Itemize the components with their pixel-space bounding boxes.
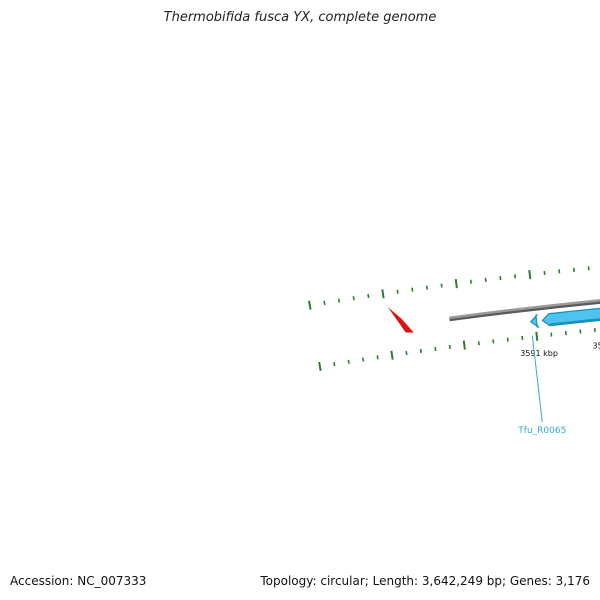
minor-tick	[323, 300, 326, 305]
gene-label[interactable]: Tfu_R0065	[517, 426, 566, 436]
outer-tick-ring	[308, 266, 590, 310]
backbone-line	[449, 299, 600, 320]
inner-tick-ring	[318, 327, 596, 372]
minor-tick	[367, 293, 370, 299]
major-tick	[462, 340, 466, 350]
backbone-shadow	[449, 299, 600, 322]
minor-tick	[352, 296, 355, 301]
minor-tick	[448, 344, 451, 350]
minor-tick	[440, 283, 443, 288]
minor-tick	[362, 357, 365, 362]
minor-tick	[469, 279, 473, 284]
minor-tick	[477, 341, 480, 346]
rna-gene-shadow	[549, 318, 600, 326]
major-tick	[318, 361, 322, 372]
minor-tick	[333, 361, 336, 367]
minor-tick	[337, 298, 341, 303]
minor-tick	[492, 339, 495, 344]
minor-tick	[376, 355, 379, 360]
major-tick	[528, 270, 532, 280]
minor-tick	[411, 287, 414, 292]
major-tick	[535, 331, 539, 341]
feature-track	[529, 307, 600, 328]
major-tick	[454, 279, 458, 289]
cds-feature-left[interactable]	[387, 306, 414, 333]
minor-tick	[405, 350, 408, 356]
genome-backbone	[449, 299, 600, 322]
minor-tick	[419, 348, 423, 354]
scale-labels: 3591 kbp3592 kbp3593 kbp3594 kbp3595 kbp…	[520, 342, 600, 359]
accession-text: Accession: NC_007333	[10, 574, 147, 588]
gene-label-leader	[531, 335, 543, 423]
minor-tick	[347, 359, 350, 364]
major-tick	[308, 300, 312, 310]
minor-tick	[425, 285, 429, 290]
scale-label: 3591 kbp	[520, 349, 558, 358]
scale-label: 3592 kbp	[593, 342, 600, 351]
gene-labels: Tfu_R0065Tfu_R0066Tfu_R0067Tfu_3075	[517, 335, 566, 436]
minor-tick	[396, 289, 399, 294]
map-title: Thermobifida fusca YX, complete genome	[163, 10, 437, 25]
major-tick	[381, 289, 385, 299]
major-tick	[390, 350, 394, 360]
genome-stats: Topology: circular; Length: 3,642,249 bp…	[260, 574, 590, 588]
minor-tick	[434, 346, 437, 352]
